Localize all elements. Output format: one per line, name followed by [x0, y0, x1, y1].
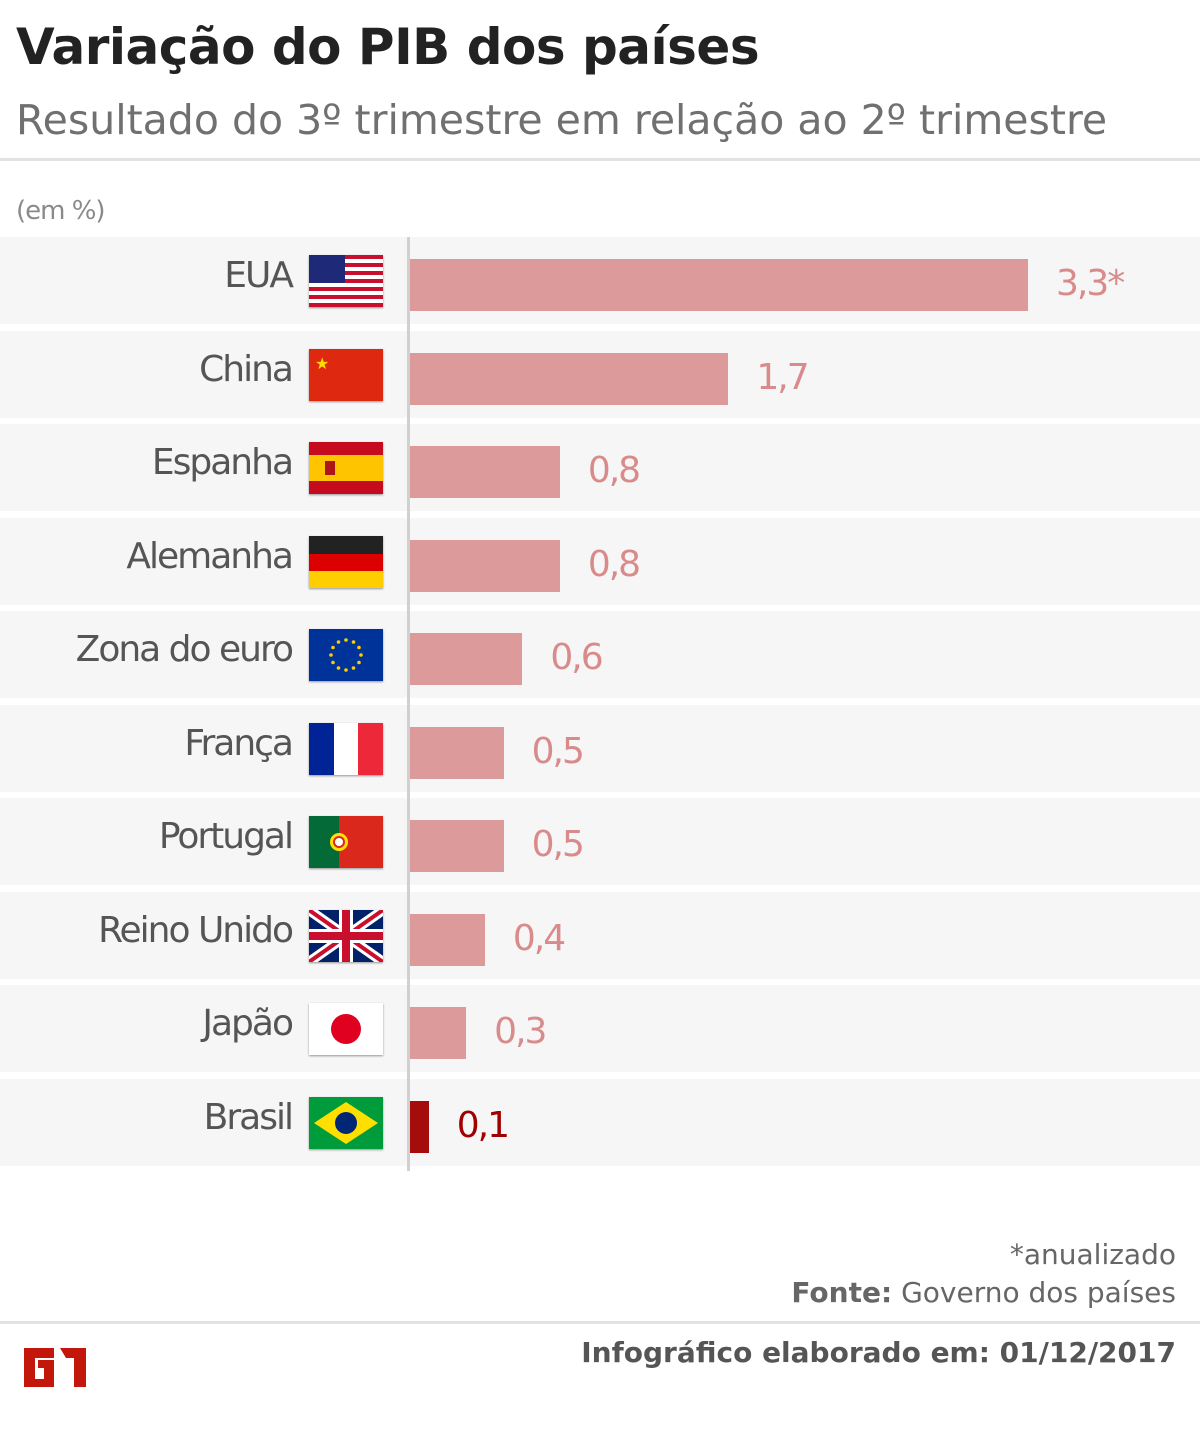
- footer-divider: [0, 1321, 1200, 1324]
- chart-row: França 0,5: [0, 704, 1200, 792]
- data-label: 3,3*: [1056, 263, 1125, 304]
- category-label: Espanha: [151, 442, 294, 483]
- data-label: 0,5: [531, 730, 585, 772]
- category-label: Alemanha: [126, 535, 294, 577]
- svg-text:★: ★: [315, 354, 329, 373]
- bar: [410, 913, 485, 966]
- japan-flag-icon: [309, 1003, 383, 1055]
- source-line: Fonte: Governo dos países: [791, 1276, 1176, 1309]
- bar: [410, 726, 504, 779]
- chart-row: Alemanha 0,8: [0, 517, 1200, 605]
- chart-row: Japão 0,3: [0, 985, 1200, 1072]
- spain-flag-icon: [309, 442, 383, 494]
- data-label: 0,3: [494, 1011, 547, 1052]
- germany-flag-icon: [309, 535, 383, 588]
- uk-flag-icon: [309, 909, 383, 962]
- chart-row: Reino Unido 0,4: [0, 891, 1200, 979]
- footnote: *anualizado: [1009, 1238, 1176, 1271]
- category-label: Portugal: [158, 816, 294, 857]
- bar: [410, 446, 560, 498]
- category-label: Reino Unido: [98, 909, 294, 951]
- bar: [410, 539, 560, 592]
- page-title: Variação do PIB dos países: [16, 18, 760, 76]
- china-flag-icon: ★: [309, 348, 383, 401]
- unit-label: (em %): [16, 196, 106, 226]
- bar: [410, 633, 523, 685]
- page-subtitle: Resultado do 3º trimestre em relação ao …: [16, 96, 1108, 144]
- source-label: Fonte:: [791, 1276, 893, 1309]
- source-text: Governo dos países: [901, 1276, 1176, 1309]
- data-label: 0,5: [531, 824, 585, 865]
- axis-line: [407, 237, 410, 1171]
- data-label: 1,7: [756, 356, 809, 398]
- data-label: 0,1: [456, 1104, 510, 1146]
- data-label: 0,4: [512, 917, 566, 959]
- chart-row: China ★ 1,7: [0, 330, 1200, 418]
- category-label: China: [199, 348, 294, 390]
- g1-logo: [18, 1344, 90, 1389]
- bar: [410, 259, 1028, 311]
- category-label: EUA: [224, 255, 294, 296]
- portugal-flag-icon: [309, 816, 383, 868]
- brazil-flag-icon: [309, 1096, 383, 1149]
- eu-flag-icon: [309, 629, 383, 681]
- category-label: Zona do euro: [75, 629, 294, 670]
- chart-row: Zona do euro 0,6: [0, 611, 1200, 698]
- data-label: 0,8: [587, 450, 641, 491]
- france-flag-icon: [309, 722, 383, 775]
- bar: [410, 1100, 429, 1153]
- chart-row: EUA 3,3*: [0, 237, 1200, 324]
- data-label: 0,6: [550, 637, 603, 678]
- category-label: Japão: [202, 1003, 294, 1044]
- bar: [410, 820, 504, 872]
- us-flag-icon: [309, 255, 383, 307]
- date-line: Infográfico elaborado em: 01/12/2017: [581, 1336, 1176, 1369]
- category-label: França: [184, 722, 294, 764]
- category-label: Brasil: [203, 1096, 294, 1138]
- bar: [410, 1007, 467, 1059]
- chart-row: Portugal 0,5: [0, 798, 1200, 885]
- data-label: 0,8: [587, 543, 641, 585]
- chart-row: Espanha 0,8: [0, 424, 1200, 511]
- divider: [0, 158, 1200, 161]
- chart-row: Brasil 0,1: [0, 1078, 1200, 1166]
- bar: [410, 352, 729, 405]
